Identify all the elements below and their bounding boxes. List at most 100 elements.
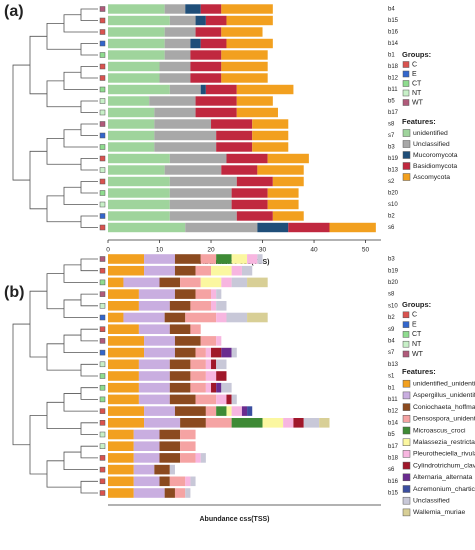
bar-segment xyxy=(159,441,181,451)
group-marker xyxy=(99,40,106,47)
legend-label: Cylindrotrichum_clavatum xyxy=(413,462,475,469)
bar-segment xyxy=(231,418,263,428)
bar-segment xyxy=(267,153,309,164)
group-marker xyxy=(99,121,106,127)
group-marker xyxy=(99,478,106,485)
bar-segment xyxy=(190,371,206,381)
bar-segment xyxy=(180,441,196,451)
group-marker xyxy=(99,6,106,12)
bar-segment xyxy=(200,453,206,463)
dendrogram-branch xyxy=(29,35,47,95)
sample-label: b16 xyxy=(388,30,399,36)
bar-segment xyxy=(205,359,212,370)
bar-segment xyxy=(154,130,217,141)
legend-swatch xyxy=(402,173,411,181)
bar-segment xyxy=(272,176,304,187)
bar-segment xyxy=(108,222,186,233)
sample-label: b18 xyxy=(388,455,399,461)
bar-segment xyxy=(190,73,222,83)
dendrogram-branch xyxy=(80,158,98,171)
bar-segment xyxy=(221,165,258,175)
legend-swatch xyxy=(402,508,411,517)
bar-segment xyxy=(190,382,206,393)
bar-segment xyxy=(108,84,170,95)
bar-segment xyxy=(205,406,217,416)
bar-segment xyxy=(190,50,222,60)
bar-segment xyxy=(211,301,217,311)
group-marker xyxy=(99,144,106,150)
bar-segment xyxy=(180,429,196,440)
legend-swatch xyxy=(402,61,410,68)
bar-segment xyxy=(133,464,155,475)
bar-segment xyxy=(262,418,284,428)
bar-segment xyxy=(123,277,160,288)
dendrogram-branch xyxy=(80,328,98,342)
group-marker xyxy=(99,201,106,208)
dendrogram-branch xyxy=(80,66,98,79)
bar-segment xyxy=(293,418,304,428)
bar-segment xyxy=(144,418,181,428)
bar-segment xyxy=(195,15,206,26)
dendrogram-branch xyxy=(80,215,98,228)
bar-segment xyxy=(174,265,196,276)
bar-segment xyxy=(231,199,268,210)
bar-segment xyxy=(195,27,222,37)
bar-segment xyxy=(195,107,237,118)
legend-swatch xyxy=(402,350,410,358)
bar-segment xyxy=(257,254,263,264)
bar-segment xyxy=(169,371,191,381)
bar-segment xyxy=(108,130,155,141)
bar-segment xyxy=(226,406,232,416)
bar-segment xyxy=(108,254,145,264)
bar-segment xyxy=(236,96,273,106)
bar-segment xyxy=(216,142,253,152)
sample-label: b19 xyxy=(388,156,399,162)
bar-segment xyxy=(211,265,232,276)
sample-label: b12 xyxy=(388,409,399,415)
legend-label: WT xyxy=(412,99,424,106)
group-marker xyxy=(99,431,106,438)
bar-segment xyxy=(138,289,175,299)
sample-label: s9 xyxy=(388,327,395,333)
legend-label: NT xyxy=(412,341,422,348)
bar-segment xyxy=(133,488,165,498)
legend-label: Wallemia_muriae xyxy=(413,509,465,516)
bar-segment xyxy=(195,394,217,405)
legend-label: Acremonium_charticola xyxy=(413,486,475,493)
group-marker xyxy=(99,167,106,173)
sample-label: b13 xyxy=(388,362,399,368)
bar-segment xyxy=(169,301,191,311)
bar-segment xyxy=(108,336,145,346)
legend-label: Ascomycota xyxy=(413,174,450,181)
bar-segment xyxy=(236,211,273,221)
legend-swatch xyxy=(402,461,411,470)
bar-segment xyxy=(288,222,330,233)
group-marker xyxy=(99,17,106,24)
bar-segment xyxy=(205,418,232,428)
bar-segment xyxy=(303,418,320,428)
sample-label: b2 xyxy=(388,315,395,321)
legend-label: Malassezia_restricta xyxy=(413,439,475,446)
bar-segment xyxy=(185,222,258,233)
bar-segment xyxy=(138,301,170,311)
sample-label: s7 xyxy=(388,350,395,356)
x-tick-label: 20 xyxy=(207,247,215,254)
bar-segment xyxy=(180,418,206,428)
sample-label: b4 xyxy=(388,338,395,344)
sample-label: b14 xyxy=(388,420,399,426)
legend-swatch xyxy=(402,129,411,137)
bar-segment xyxy=(164,38,191,49)
bar-segment xyxy=(108,50,165,60)
bar-segment xyxy=(169,382,191,393)
dendrogram-branch xyxy=(80,480,98,494)
bar-segment xyxy=(144,406,175,416)
legend-label: unidentified_unidentified xyxy=(413,380,475,387)
dendrogram-branch xyxy=(80,293,98,307)
bar-segment xyxy=(221,73,268,83)
bar-segment xyxy=(216,301,227,311)
bar-segment xyxy=(226,15,273,26)
x-axis-label: Abundance css(TSS) xyxy=(199,516,269,523)
bar-segment xyxy=(180,277,201,288)
bar-segment xyxy=(108,153,170,164)
bar-segment xyxy=(108,312,124,323)
